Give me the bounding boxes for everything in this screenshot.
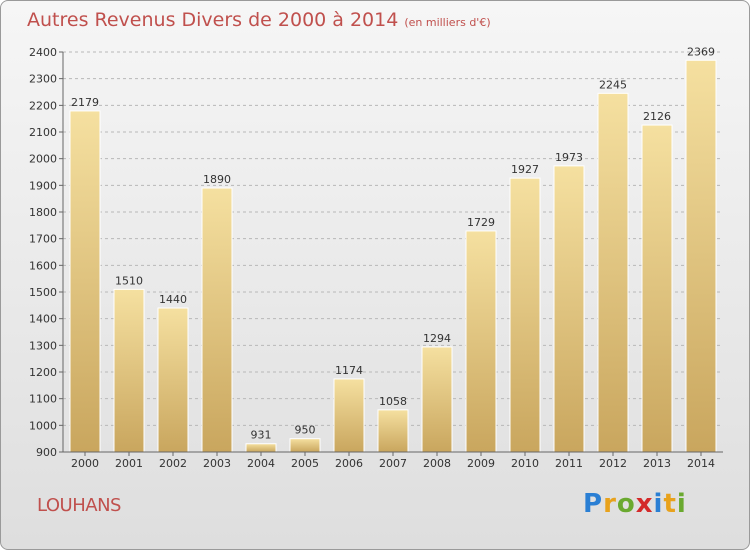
value-label-2010: 1927	[511, 163, 539, 176]
logo-letter: P	[583, 489, 604, 519]
x-tick-label-2004: 2004	[247, 457, 275, 470]
x-tick-label-2000: 2000	[71, 457, 99, 470]
bar-2003	[201, 187, 233, 453]
bar-2009	[465, 230, 497, 453]
logo-letter: i	[653, 489, 664, 519]
logo-letter: t	[663, 489, 677, 519]
bar-2012	[597, 92, 629, 453]
value-label-2011: 1973	[555, 151, 583, 164]
y-tick-label: 1000	[29, 419, 57, 432]
x-tick-label-2005: 2005	[291, 457, 319, 470]
y-tick-label: 1300	[29, 339, 57, 352]
bar-2000	[69, 110, 101, 453]
y-tick-label: 1200	[29, 366, 57, 379]
x-tick-label-2013: 2013	[643, 457, 671, 470]
y-tick-label: 2100	[29, 126, 57, 139]
value-label-2012: 2245	[599, 78, 627, 91]
value-labels: 2179 1510 1440 1890 931 950 1174 1058 1294 1729 19…	[71, 45, 715, 441]
bar-2013	[641, 124, 673, 453]
y-tick-label: 2200	[29, 99, 57, 112]
value-label-2013: 2126	[643, 110, 671, 123]
value-label-2005: 950	[295, 424, 316, 437]
bar-2006	[333, 378, 365, 453]
logo-letter: x	[635, 489, 654, 519]
x-tick-label-2014: 2014	[687, 457, 715, 470]
y-tick-label: 1700	[29, 233, 57, 246]
x-tick-label-2007: 2007	[379, 457, 407, 470]
y-tick-label: 1600	[29, 259, 57, 272]
y-tick-label: 2300	[29, 73, 57, 86]
value-label-2014: 2369	[687, 45, 715, 58]
value-label-2002: 1440	[159, 293, 187, 306]
chart-title: Autres Revenus Divers de 2000 à 2014 (en …	[27, 9, 491, 31]
logo-letter: r	[603, 489, 617, 519]
y-axis: 900 1000 1100 1200 1300 1400 1500 1600 1700 1800 1…	[29, 46, 64, 459]
bars	[69, 59, 717, 453]
x-axis: 2000 2001 2002 2003 2004 2005 2006 2007 2008 2009…	[63, 451, 723, 470]
y-tick-label: 1900	[29, 179, 57, 192]
bar-2001	[113, 288, 145, 453]
bar-2002	[157, 307, 189, 453]
proxiti-logo: Proxiti	[583, 489, 687, 519]
logo-letter: i	[676, 489, 687, 519]
bar-2005	[289, 438, 321, 453]
value-label-2008: 1294	[423, 332, 451, 345]
x-tick-label-2002: 2002	[159, 457, 187, 470]
value-label-2003: 1890	[203, 173, 231, 186]
x-tick-label-2003: 2003	[203, 457, 231, 470]
value-label-2000: 2179	[71, 96, 99, 109]
x-tick-label-2009: 2009	[467, 457, 495, 470]
y-tick-label: 2000	[29, 153, 57, 166]
bar-2011	[553, 165, 585, 453]
chart-title-main: Autres Revenus Divers de 2000 à 2014	[27, 9, 399, 31]
y-tick-label: 1100	[29, 393, 57, 406]
x-tick-label-2012: 2012	[599, 457, 627, 470]
city-name: LOUHANS	[37, 495, 121, 516]
value-label-2006: 1174	[335, 364, 363, 377]
bar-2004	[245, 443, 277, 453]
value-label-2001: 1510	[115, 274, 143, 287]
value-label-2009: 1729	[467, 216, 495, 229]
x-tick-label-2011: 2011	[555, 457, 583, 470]
value-label-2007: 1058	[379, 395, 407, 408]
value-label-2004: 931	[251, 429, 272, 442]
bar-2010	[509, 177, 541, 453]
x-tick-label-2006: 2006	[335, 457, 363, 470]
bar-2014	[685, 59, 717, 453]
chart-title-unit: (en milliers d'€)	[404, 16, 491, 29]
y-tick-label: 1400	[29, 313, 57, 326]
logo-letter: o	[616, 489, 636, 519]
y-tick-label: 1500	[29, 286, 57, 299]
x-tick-label-2008: 2008	[423, 457, 451, 470]
y-tick-label: 1800	[29, 206, 57, 219]
x-tick-label-2010: 2010	[511, 457, 539, 470]
bar-2007	[377, 409, 409, 453]
bar-2008	[421, 346, 453, 453]
x-tick-label-2001: 2001	[115, 457, 143, 470]
y-tick-label: 900	[36, 446, 57, 459]
y-tick-label: 2400	[29, 46, 57, 59]
